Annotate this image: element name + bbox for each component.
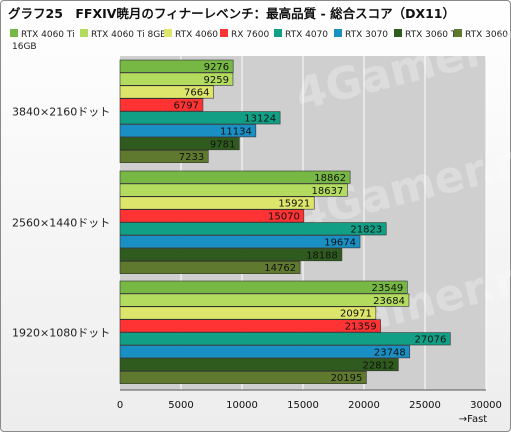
legend-swatch xyxy=(394,29,402,37)
legend-swatch xyxy=(274,29,282,37)
legend-label-cont: 16GB xyxy=(12,42,37,52)
category-label: 3840×2160ドット xyxy=(12,106,110,119)
data-label: 9781 xyxy=(210,139,235,150)
bar xyxy=(119,345,411,359)
data-label: 13124 xyxy=(244,114,276,125)
data-label: 7233 xyxy=(179,152,204,163)
data-label: 6797 xyxy=(173,101,198,112)
bar xyxy=(119,150,209,164)
bar xyxy=(119,222,387,236)
legend-swatch xyxy=(220,29,228,37)
bar xyxy=(119,332,451,346)
bar xyxy=(119,319,381,333)
x-axis: 0 5000 10000 15000 20000 25000 30000 →Fast xyxy=(117,389,502,425)
data-label: 18637 xyxy=(312,186,344,197)
legend-swatch xyxy=(454,29,462,37)
x-tick-label: 25000 xyxy=(409,400,441,411)
data-label: 19674 xyxy=(324,237,356,248)
data-label: 18862 xyxy=(314,173,346,184)
data-label: 20195 xyxy=(331,373,363,384)
data-label: 27076 xyxy=(415,335,447,346)
data-label: 21823 xyxy=(350,225,382,236)
data-label: 21359 xyxy=(345,322,377,333)
legend-label: RTX 3060 xyxy=(465,30,508,40)
data-label: 7664 xyxy=(184,88,209,99)
data-label: 11134 xyxy=(220,126,252,137)
legend-label: RTX 4060 xyxy=(175,30,218,40)
data-label: 23549 xyxy=(371,283,403,294)
data-label: 22812 xyxy=(362,360,394,371)
legend-label: RTX 4070 xyxy=(285,30,328,40)
category-label: 2560×1440ドット xyxy=(12,217,110,230)
bar xyxy=(119,358,399,372)
legend-label: RTX 4060 Ti 8GB xyxy=(91,30,166,40)
bar xyxy=(119,306,377,320)
data-label: 23684 xyxy=(373,296,405,307)
bar xyxy=(119,98,204,112)
bar xyxy=(119,137,240,151)
legend-label: RTX 4060 Ti xyxy=(21,30,75,40)
x-tick-label: 30000 xyxy=(470,400,502,411)
legend-swatch xyxy=(10,29,18,37)
bar xyxy=(119,260,301,274)
data-label: 20971 xyxy=(340,309,372,320)
data-label: 23748 xyxy=(374,347,406,358)
legend-swatch xyxy=(80,29,88,37)
bar xyxy=(119,235,361,249)
x-tick-label: 0 xyxy=(117,400,123,411)
bar xyxy=(119,370,367,384)
x-tick-label: 5000 xyxy=(168,400,193,411)
bar xyxy=(119,280,408,294)
category-label: 1920×1080ドット xyxy=(12,327,110,340)
bar xyxy=(119,85,214,99)
bar xyxy=(119,170,351,184)
chart-title: グラフ25 FFXIV暁月のフィナーレベンチ：最高品質 - 総合スコア（DX11… xyxy=(8,6,455,21)
legend-swatch xyxy=(334,29,342,37)
data-label: 15921 xyxy=(278,199,310,210)
legend-swatch xyxy=(164,29,172,37)
bar xyxy=(119,209,305,223)
data-label: 18188 xyxy=(306,250,338,261)
legend-label: RTX 3070 xyxy=(345,30,388,40)
bar xyxy=(119,72,234,86)
bar xyxy=(119,183,348,197)
data-label: 14762 xyxy=(264,263,296,274)
data-label: 9259 xyxy=(204,75,229,86)
x-axis-label: →Fast xyxy=(459,414,488,425)
x-tick-label: 15000 xyxy=(287,400,319,411)
bar xyxy=(119,293,410,307)
x-tick-label: 20000 xyxy=(348,400,380,411)
bar xyxy=(119,248,343,262)
data-label: 9276 xyxy=(204,62,229,73)
chart-legend: RTX 4060 Ti RTX 4060 Ti 8GB RTX 4060 RX 760… xyxy=(10,29,508,52)
legend-label: RX 7600 xyxy=(231,30,269,40)
bar xyxy=(119,124,257,138)
data-label: 15070 xyxy=(268,212,300,223)
bar xyxy=(119,111,281,125)
bar xyxy=(119,196,315,210)
legend-label: RTX 3060 Ti xyxy=(405,30,459,40)
bar xyxy=(119,59,234,73)
x-tick-label: 10000 xyxy=(226,400,258,411)
